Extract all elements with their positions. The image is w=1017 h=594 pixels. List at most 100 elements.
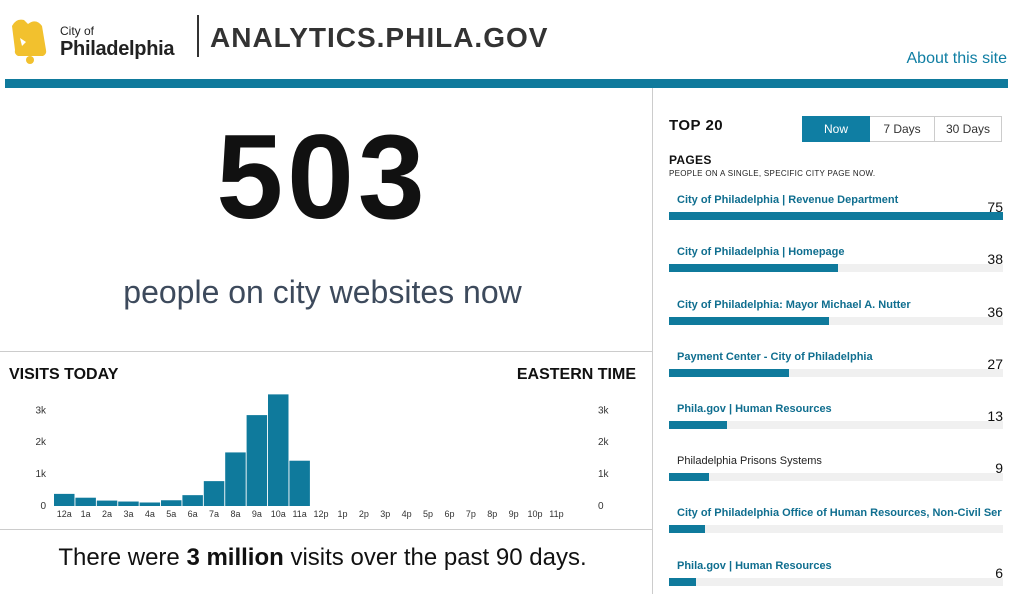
header-divider — [197, 15, 199, 57]
x-tick-label: 7p — [466, 509, 476, 519]
x-tick-label: 9p — [509, 509, 519, 519]
x-tick-label: 7a — [209, 509, 219, 519]
list-item: Phila.gov | Human Resources 13 — [669, 403, 1017, 453]
pages-section-subtitle: PEOPLE ON A SINGLE, SPECIFIC CITY PAGE N… — [669, 169, 876, 178]
about-site-link[interactable]: About this site — [906, 50, 1008, 67]
header-accent-bar — [5, 79, 1008, 88]
timezone-label: EASTERN TIME — [516, 366, 636, 383]
ninety-day-summary: There were 3 million visits over the pas… — [0, 544, 645, 572]
site-header: City of Philadelphia ANALYTICS.PHILA.GOV… — [0, 0, 1017, 88]
visits-today-chart: 12a 1a 2a 3a 4a 5a 6a 7a 8a 9a 10a 11a 12p 1p 2p 3p 4p 5p… — [35, 394, 610, 519]
page-bar — [669, 264, 839, 272]
page-link[interactable]: City of Philadelphia | Revenue Departmen… — [677, 194, 899, 206]
tab-30-days[interactable]: 30 Days — [935, 116, 1002, 142]
page-count: 38 — [987, 251, 1003, 267]
x-tick-label: 1p — [337, 509, 347, 519]
x-tick-label: 10p — [528, 509, 543, 519]
top-pages-panel: TOP 20 Now 7 Days 30 Days PAGES PEOPLE O… — [653, 88, 1017, 594]
page-title-unlinked: Philadelphia Prisons Systems — [677, 455, 822, 467]
page-link[interactable]: Payment Center - City of Philadelphia — [677, 351, 873, 363]
x-tick-label: 4a — [145, 509, 155, 519]
panel-divider — [652, 88, 653, 594]
x-tick-label: 4p — [402, 509, 412, 519]
page-bar — [669, 369, 790, 377]
visits-today-title: VISITS TODAY — [9, 366, 119, 383]
x-tick-label: 6p — [444, 509, 454, 519]
page-bar-track — [669, 525, 1003, 533]
page-bar-track — [669, 578, 1003, 586]
y-tick-label-right: 2k — [598, 437, 610, 448]
page-link[interactable]: City of Philadelphia Office of Human Res… — [677, 507, 1002, 519]
chart-bar — [75, 497, 96, 506]
realtime-caption: people on city websites now — [123, 274, 522, 310]
realtime-count: 503 — [216, 110, 429, 244]
summary-suffix: visits over the past 90 days. — [283, 544, 587, 571]
x-tick-label: 8a — [230, 509, 240, 519]
page-link[interactable]: Phila.gov | Human Resources — [677, 403, 832, 415]
x-tick-label: 2a — [102, 509, 112, 519]
chart-bar — [225, 452, 246, 506]
y-tick-label-left: 2k — [35, 437, 47, 448]
divider — [0, 351, 652, 352]
page-count: 9 — [995, 460, 1003, 476]
chart-bar — [289, 460, 310, 506]
x-tick-label: 12a — [57, 509, 72, 519]
pages-section-title: PAGES — [669, 153, 712, 167]
x-tick-label: 5a — [166, 509, 176, 519]
page-bar — [669, 317, 830, 325]
x-tick-label: 8p — [487, 509, 497, 519]
page-bar — [669, 212, 1003, 220]
page-count: 13 — [987, 408, 1003, 424]
left-panel: 503 people on city websites now VISITS T… — [0, 88, 652, 594]
page-count: 75 — [987, 199, 1003, 215]
x-tick-label: 9a — [252, 509, 262, 519]
chart-bar — [203, 481, 225, 506]
page-bar-track — [669, 317, 1003, 325]
y-tick-label-right: 0 — [598, 501, 604, 512]
chart-bar — [182, 495, 203, 506]
page-bar-track — [669, 369, 1003, 377]
y-tick-label-left: 0 — [40, 501, 46, 512]
page-count: 6 — [995, 565, 1003, 581]
list-item: Philadelphia Prisons Systems 9 — [669, 455, 1017, 505]
divider — [0, 529, 652, 530]
list-item: Phila.gov | Human Resources 6 — [669, 560, 1017, 594]
y-tick-label-left: 1k — [35, 469, 47, 480]
page-bar — [669, 525, 705, 533]
page-bar-track — [669, 421, 1003, 429]
page-bar-track — [669, 473, 1003, 481]
city-logo[interactable]: City of Philadelphia — [8, 16, 183, 68]
page-bar-track — [669, 264, 1003, 272]
y-tick-label-right: 3k — [598, 405, 610, 416]
list-item: City of Philadelphia | Revenue Departmen… — [669, 194, 1017, 244]
chart-bar — [161, 500, 182, 506]
x-tick-label: 1a — [81, 509, 91, 519]
page-bar — [669, 421, 727, 429]
logo-philadelphia-text: Philadelphia — [60, 38, 175, 60]
page-link[interactable]: City of Philadelphia: Mayor Michael A. N… — [677, 299, 911, 311]
summary-prefix: There were — [58, 544, 187, 571]
logo-city-text: City of — [60, 24, 95, 38]
list-item: City of Philadelphia | Homepage 38 — [669, 246, 1017, 296]
site-title[interactable]: ANALYTICS.PHILA.GOV — [210, 22, 549, 53]
x-tick-label: 3p — [380, 509, 390, 519]
tab-7-days[interactable]: 7 Days — [870, 116, 935, 142]
x-tick-label: 3a — [123, 509, 133, 519]
page-link[interactable]: City of Philadelphia | Homepage — [677, 246, 845, 258]
page-count: 27 — [987, 356, 1003, 372]
list-item: Payment Center - City of Philadelphia 27 — [669, 351, 1017, 401]
page-bar-track — [669, 212, 1003, 220]
chart-bar — [96, 500, 118, 506]
tab-now[interactable]: Now — [802, 116, 870, 142]
list-item: City of Philadelphia Office of Human Res… — [669, 507, 1017, 557]
x-tick-label: 5p — [423, 509, 433, 519]
page-link[interactable]: Phila.gov | Human Resources — [677, 560, 832, 572]
chart-bar — [139, 502, 161, 506]
chart-bar — [54, 493, 75, 506]
x-tick-label: 2p — [359, 509, 369, 519]
y-tick-label-right: 1k — [598, 469, 610, 480]
top-pages-title: TOP 20 — [669, 117, 724, 134]
x-tick-label: 6a — [188, 509, 198, 519]
chart-bar — [246, 415, 268, 506]
page-bar — [669, 473, 710, 481]
